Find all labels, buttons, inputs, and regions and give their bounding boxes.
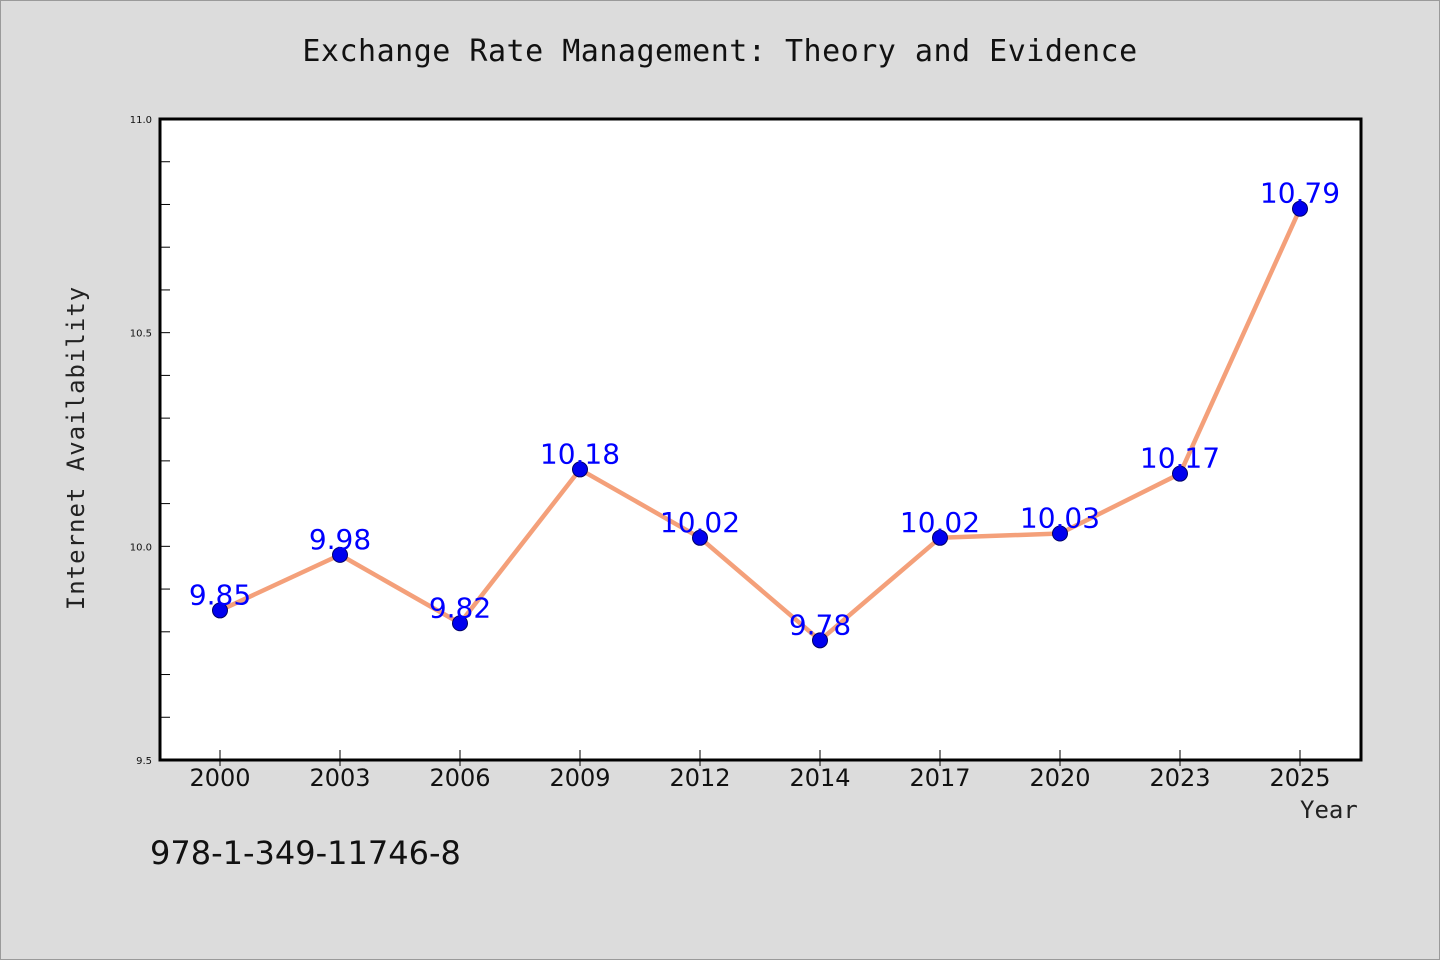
x-tick-label: 2023 xyxy=(1149,764,1210,792)
data-point xyxy=(692,529,708,546)
data-labels: 9.85 9.98 9.82 10.18 10.02 9.78 10.02 10.03 10.1… xyxy=(189,177,1340,642)
data-point xyxy=(452,615,468,632)
data-point xyxy=(812,632,828,649)
plot-area xyxy=(158,117,1363,762)
x-tick-label: 2000 xyxy=(189,764,250,792)
x-tick-label: 2017 xyxy=(909,764,970,792)
x-tick-label: 2006 xyxy=(429,764,490,792)
data-label: 9.78 xyxy=(789,608,851,641)
x-tick-label: 2012 xyxy=(669,764,730,792)
data-label: 10.02 xyxy=(660,506,740,539)
data-point xyxy=(1052,525,1068,542)
data-point xyxy=(1172,465,1188,482)
data-label: 9.98 xyxy=(309,523,371,556)
series-line-group xyxy=(217,206,1303,643)
footer-isbn: 978-1-349-11746-8 xyxy=(150,834,461,872)
data-point xyxy=(212,602,228,619)
x-tick-label: 2003 xyxy=(309,764,370,792)
data-label: 9.85 xyxy=(189,578,251,611)
x-tick-label: 2009 xyxy=(549,764,610,792)
y-axis-ticks: 9.5 10.0 10.5 11.0 xyxy=(130,115,170,767)
data-label: 10.18 xyxy=(540,437,620,470)
chart-title: Exchange Rate Management: Theory and Evi… xyxy=(302,34,1138,69)
x-axis-label: Year xyxy=(1300,796,1358,824)
data-label: 10.03 xyxy=(1020,502,1100,535)
y-tick-label: 10.0 xyxy=(130,542,152,553)
data-label: 10.79 xyxy=(1260,177,1340,210)
x-tick-label: 2014 xyxy=(789,764,850,792)
y-tick-label: 9.5 xyxy=(136,756,152,767)
y-tick-label: 10.5 xyxy=(130,329,152,340)
data-label: 9.82 xyxy=(429,591,491,624)
data-point xyxy=(932,529,948,546)
x-tick-label: 2020 xyxy=(1029,764,1090,792)
data-markers xyxy=(212,200,1308,649)
y-tick-label: 11.0 xyxy=(130,115,152,126)
data-point xyxy=(1292,200,1308,217)
data-point xyxy=(332,546,348,563)
x-axis-ticks: 2000 2003 2006 2009 2012 2014 2017 2020 2023 2025 xyxy=(189,750,1331,792)
series-line xyxy=(217,206,1303,643)
x-tick-label: 2025 xyxy=(1269,764,1330,792)
data-point xyxy=(572,461,588,478)
data-label: 10.02 xyxy=(900,506,980,539)
data-label: 10.17 xyxy=(1140,442,1220,475)
